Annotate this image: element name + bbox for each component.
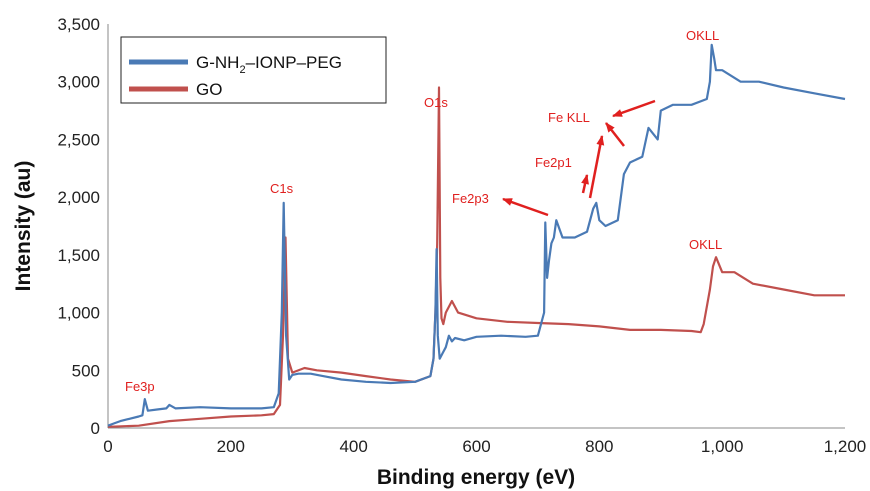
y-tick-label: 3,000 — [57, 73, 100, 92]
x-tick-label: 1,000 — [701, 437, 744, 456]
x-axis-title: Binding energy (eV) — [377, 466, 575, 489]
annotation-okll-top: OKLL — [686, 28, 719, 43]
y-tick-label: 0 — [91, 419, 100, 438]
y-tick-labels: 0 500 1,000 1,500 2,000 2,500 3,000 3,500 — [57, 15, 100, 438]
x-tick-label: 800 — [585, 437, 613, 456]
y-tick-label: 1,000 — [57, 304, 100, 323]
y-axis-title: Intensity (au) — [12, 161, 35, 292]
y-tick-label: 1,500 — [57, 246, 100, 265]
arrow-fe2p1 — [583, 175, 587, 193]
x-tick-label: 1,200 — [824, 437, 867, 456]
x-tick-label: 600 — [462, 437, 490, 456]
y-tick-label: 500 — [72, 361, 100, 380]
annotation-fe-kll: Fe KLL — [548, 110, 590, 125]
annotation-okll-bottom: OKLL — [689, 237, 722, 252]
annotation-o1s: O1s — [424, 95, 448, 110]
arrow-fe-kll-c — [613, 101, 655, 116]
annotation-fe2p1: Fe2p1 — [535, 155, 572, 170]
annotation-fe3p: Fe3p — [125, 379, 155, 394]
x-tick-label: 200 — [217, 437, 245, 456]
legend-label-go: GO — [196, 80, 222, 99]
x-tick-label: 400 — [339, 437, 367, 456]
y-tick-label: 2,500 — [57, 130, 100, 149]
arrow-fe-kll-b — [606, 123, 624, 146]
legend: G-NH2–IONP–PEG GO — [121, 37, 386, 103]
x-tick-labels: 0 200 400 600 800 1,000 1,200 — [103, 437, 866, 456]
arrow-fe-kll-a — [590, 136, 602, 198]
x-tick-label: 0 — [103, 437, 112, 456]
annotation-fe2p3: Fe2p3 — [452, 191, 489, 206]
series-line-go — [108, 88, 845, 427]
y-tick-label: 2,000 — [57, 188, 100, 207]
y-tick-label: 3,500 — [57, 15, 100, 34]
annotation-c1s: C1s — [270, 181, 294, 196]
arrow-fe2p3 — [503, 199, 548, 215]
